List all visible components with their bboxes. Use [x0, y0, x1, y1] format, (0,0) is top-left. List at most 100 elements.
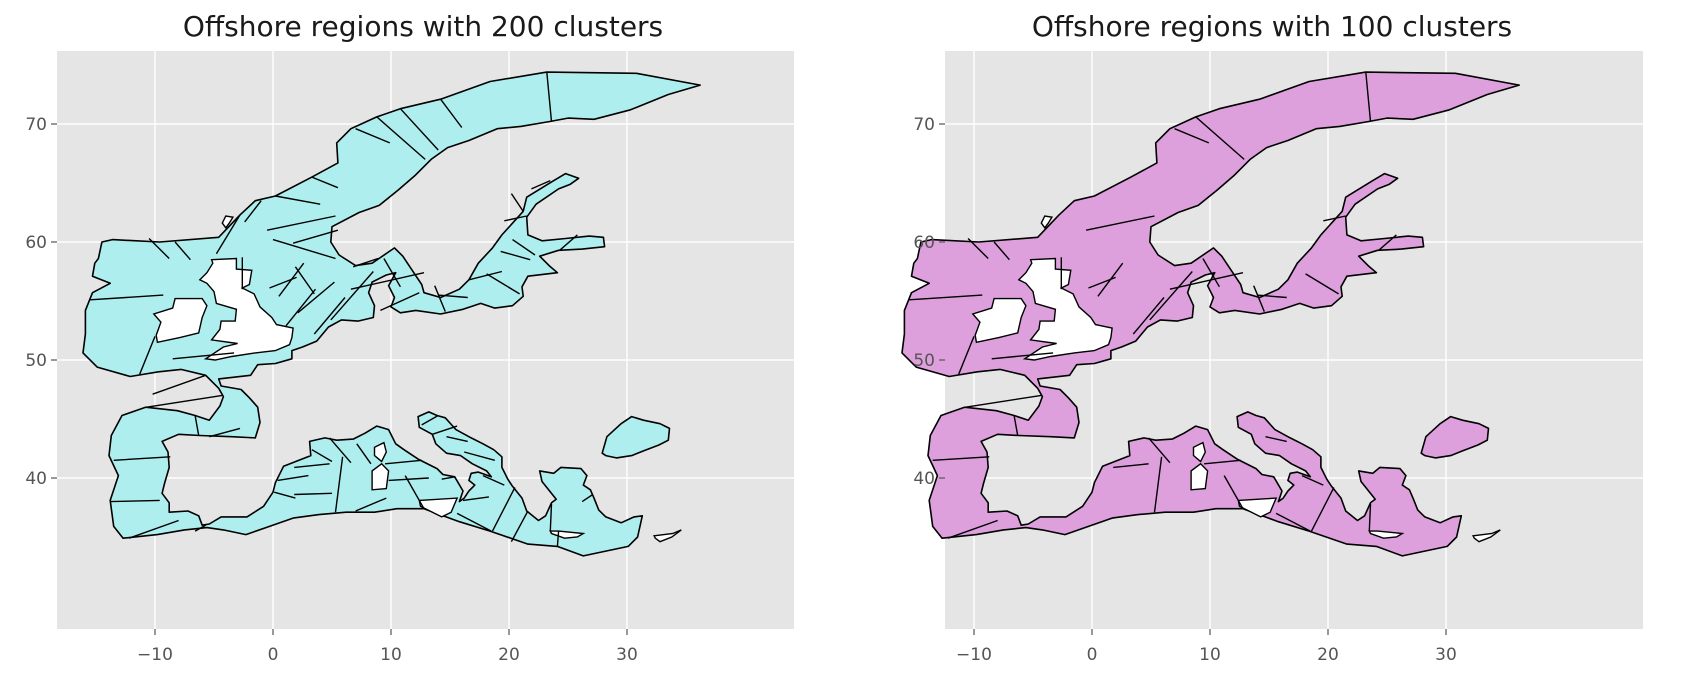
right-y-axis: 40 50 60 70 [913, 115, 945, 489]
cluster-border [209, 427, 241, 438]
cluster-border [194, 415, 200, 436]
land-sicily [418, 497, 459, 518]
cluster-border [128, 519, 179, 539]
cluster-border [510, 510, 529, 543]
cluster-border [1253, 285, 1265, 312]
x-tick-label: 20 [1317, 645, 1339, 665]
cluster-border [388, 477, 429, 482]
y-tick-label: 70 [913, 115, 935, 135]
cluster-border [1310, 487, 1335, 532]
land-ireland [152, 297, 208, 344]
cluster-border [421, 414, 439, 426]
cluster-border [432, 425, 458, 435]
cluster-border [1323, 215, 1346, 222]
land-corsica [373, 441, 388, 463]
cluster-border [510, 193, 524, 212]
cluster-border [352, 257, 379, 268]
cluster-border [1085, 215, 1155, 231]
cluster-border [297, 281, 335, 314]
cluster-border [958, 336, 975, 375]
cluster-border [350, 272, 425, 290]
cluster-border [194, 524, 207, 532]
cluster-border [991, 352, 1054, 360]
cluster-border [965, 394, 1042, 408]
cluster-border [330, 271, 374, 321]
cluster-border [356, 443, 372, 465]
offshore-region-black-sea [601, 415, 671, 459]
cluster-border [1132, 297, 1165, 335]
cluster-border [294, 266, 315, 295]
x-tick-label: −10 [137, 645, 173, 665]
cluster-border [285, 288, 317, 327]
left-panel: Offshore regions with 200 clusters −10 0 1… [25, 10, 794, 665]
x-tick-label: 30 [616, 645, 638, 665]
cluster-border [441, 476, 455, 480]
y-tick-label: 40 [25, 469, 47, 489]
offshore-region-main [82, 71, 702, 557]
land-iceland [1040, 215, 1054, 229]
cluster-border [113, 456, 171, 461]
cluster-border [148, 238, 170, 259]
cluster-border [512, 239, 536, 256]
cluster-border [266, 215, 336, 231]
cluster-border [500, 250, 531, 261]
cluster-border [278, 262, 305, 297]
right-x-axis: −10 0 10 20 30 [956, 629, 1457, 665]
cluster-border [456, 512, 492, 532]
cluster-border [311, 176, 339, 189]
cluster-border [172, 352, 235, 360]
cluster-border [355, 497, 387, 512]
y-tick-label: 60 [913, 233, 935, 253]
cluster-border [486, 273, 520, 295]
cluster-border [355, 128, 391, 144]
left-panel-title: Offshore regions with 200 clusters [183, 10, 663, 43]
cluster-border [504, 215, 527, 222]
left-x-axis: −10 0 10 20 30 [137, 629, 638, 665]
left-map-regions [82, 71, 702, 557]
y-tick-label: 60 [25, 233, 47, 253]
land-ireland [971, 297, 1027, 344]
cluster-border [1368, 503, 1372, 532]
cluster-border [1113, 463, 1149, 469]
x-tick-label: −10 [956, 645, 992, 665]
cluster-border [215, 214, 241, 255]
cluster-border [376, 116, 426, 160]
cluster-border [1169, 272, 1244, 290]
y-tick-label: 50 [25, 351, 47, 371]
y-tick-label: 70 [25, 115, 47, 135]
cluster-border [294, 463, 330, 469]
cluster-border [404, 475, 425, 510]
cluster-border [932, 456, 990, 461]
cluster-border [947, 519, 998, 539]
x-tick-label: 10 [380, 645, 402, 665]
cluster-border [1301, 474, 1324, 486]
cluster-border [1153, 456, 1163, 513]
land-cyprus [1472, 529, 1501, 543]
cluster-border [110, 499, 160, 503]
cluster-border [313, 297, 346, 335]
cluster-border [559, 234, 578, 251]
offshore-region-main [901, 71, 1521, 557]
land-corsica [1192, 441, 1207, 463]
land-sardinia [1190, 462, 1209, 491]
cluster-border [1378, 234, 1397, 251]
x-tick-label: 10 [1199, 645, 1221, 665]
offshore-region-black-sea [1420, 415, 1490, 459]
cluster-border [1265, 436, 1287, 443]
cluster-border [1202, 258, 1221, 288]
land-iceland [221, 215, 235, 229]
cluster-border [468, 270, 503, 281]
cluster-border [1149, 271, 1193, 321]
cluster-border [383, 258, 402, 288]
cluster-border [909, 294, 983, 301]
cluster-border [174, 241, 191, 261]
cluster-border [272, 238, 336, 260]
cluster-border [1365, 72, 1372, 122]
cluster-border [440, 98, 463, 128]
cluster-border [152, 374, 206, 395]
cluster-border [1204, 459, 1241, 465]
cluster-border [90, 294, 164, 301]
left-map-svg: Offshore regions with 200 clusters −10 0 1… [25, 10, 794, 665]
x-tick-label: 0 [1087, 645, 1098, 665]
cluster-border [329, 437, 352, 464]
